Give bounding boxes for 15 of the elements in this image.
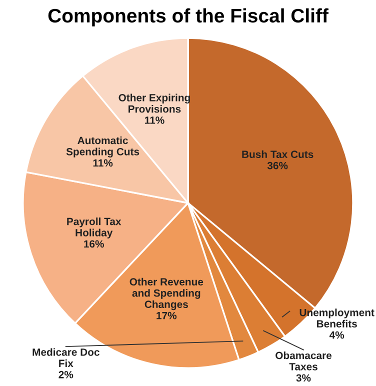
slice-label: Automatic Spending Cuts bbox=[66, 136, 140, 158]
data-label: 4% bbox=[329, 331, 344, 339]
slice-label: Medicare Doc Fix bbox=[32, 348, 100, 367]
data-label: 17% bbox=[156, 312, 177, 320]
chart-title: Components of the Fiscal Cliff bbox=[48, 8, 328, 26]
data-label: 2% bbox=[58, 370, 74, 378]
slice-label: Payroll Tax Holiday bbox=[67, 218, 122, 238]
data-label: 3% bbox=[296, 374, 311, 382]
data-label: 16% bbox=[84, 240, 104, 248]
slice-label: Obamacare Taxes bbox=[276, 352, 332, 370]
data-label: 11% bbox=[144, 116, 164, 124]
slice-label: Bush Tax Cuts bbox=[242, 150, 314, 158]
slice-label: Other Revenue and Spending Changes bbox=[130, 278, 204, 310]
data-label: 11% bbox=[93, 159, 113, 167]
data-label: 36% bbox=[267, 162, 288, 170]
